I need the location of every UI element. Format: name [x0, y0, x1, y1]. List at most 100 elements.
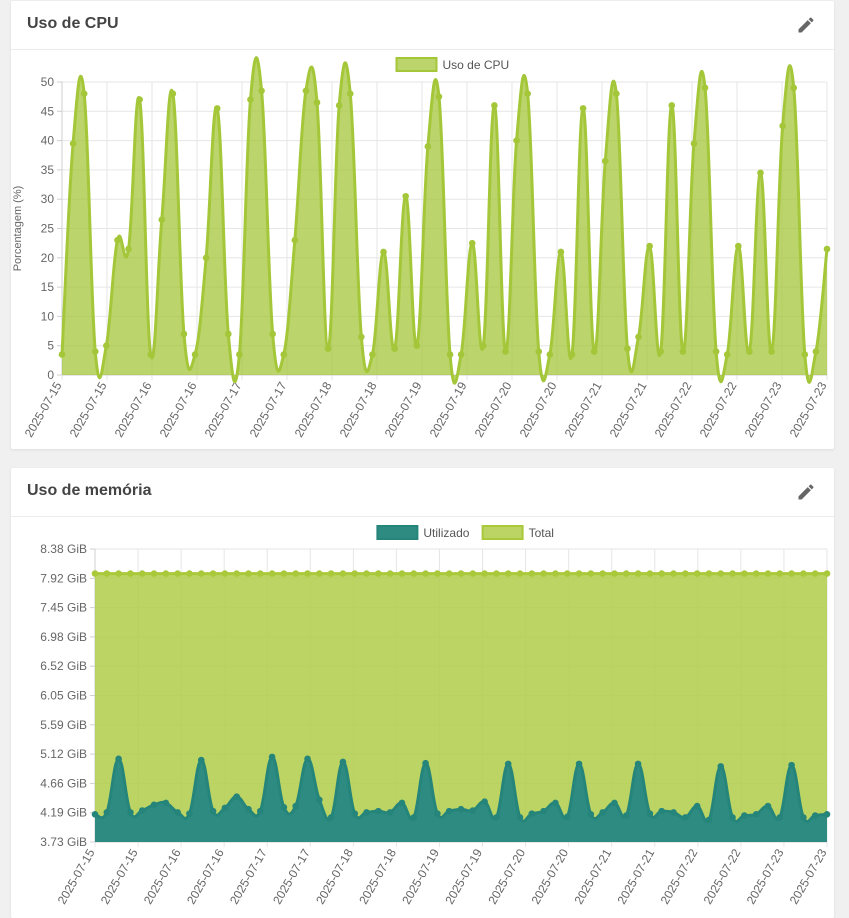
data-point — [502, 348, 509, 355]
data-point — [445, 807, 453, 815]
data-point — [103, 342, 110, 350]
data-point — [127, 570, 134, 577]
x-tick-label: 2025-07-21 — [562, 379, 605, 439]
legend-label: Utilizado — [423, 526, 469, 540]
data-point — [746, 348, 753, 355]
x-tick-label: 2025-07-20 — [517, 379, 560, 439]
data-point — [634, 760, 642, 768]
data-point — [469, 570, 477, 577]
x-tick-label: 2025-07-18 — [337, 379, 380, 439]
data-point — [304, 755, 311, 763]
data-point — [646, 810, 654, 817]
data-point — [180, 330, 188, 338]
data-point — [823, 810, 831, 818]
data-point — [601, 157, 609, 165]
y-tick-label: 10 — [41, 309, 55, 323]
data-point — [568, 351, 576, 358]
x-tick-label: 2025-07-22 — [697, 379, 740, 439]
data-point — [335, 102, 343, 109]
legend-label: Uso de CPU — [443, 58, 510, 72]
legend-swatch — [376, 525, 419, 540]
data-point — [292, 802, 300, 810]
x-tick-label: 2025-07-19 — [399, 846, 442, 906]
y-tick-label: 4.66 GiB — [40, 776, 87, 790]
y-tick-label: 7.92 GiB — [40, 571, 87, 585]
cpu-card-header: Uso de CPU — [11, 1, 834, 50]
data-point — [735, 242, 742, 250]
data-point — [800, 570, 807, 577]
data-point — [369, 351, 376, 358]
data-point — [269, 330, 276, 338]
data-point — [599, 809, 606, 816]
data-point — [701, 84, 709, 92]
x-tick-label: 2025-07-19 — [427, 379, 470, 439]
data-point — [114, 236, 121, 244]
x-tick-label: 2025-07-20 — [472, 379, 515, 439]
data-point — [587, 570, 595, 577]
data-point — [469, 807, 477, 814]
data-point — [69, 140, 77, 147]
memory-chart: Utilizado Total 3.73 GiB 4.19 GiB 4.66 GiB 5.… — [40, 525, 831, 907]
data-point — [268, 753, 276, 761]
data-point — [540, 807, 547, 815]
data-point — [197, 570, 205, 577]
data-point — [115, 755, 122, 763]
data-point — [546, 351, 554, 358]
memory-edit-button[interactable] — [794, 480, 818, 504]
data-point — [268, 570, 276, 577]
data-point — [658, 807, 666, 815]
x-tick-label: 2025-07-19 — [442, 846, 485, 906]
data-point — [741, 812, 748, 819]
data-point — [221, 570, 229, 577]
data-point — [339, 758, 347, 766]
data-point — [552, 799, 559, 807]
x-tick-label: 2025-07-15 — [98, 846, 141, 906]
data-point — [752, 810, 760, 818]
data-point — [679, 348, 687, 355]
y-tick-label: 25 — [41, 222, 55, 236]
data-point — [236, 351, 243, 358]
data-point — [516, 570, 524, 577]
data-point — [103, 809, 111, 816]
cpu-edit-button[interactable] — [794, 13, 818, 37]
data-point — [557, 248, 565, 256]
cpu-usage-card: Uso de CPU Uso de CPU 0 5 10 15 20 25 30 35 40 45 5… — [11, 1, 834, 449]
x-tick-label: 2025-07-23 — [742, 379, 785, 439]
y-tick-label: 6.05 GiB — [40, 689, 87, 703]
x-tick-label: 2025-07-17 — [202, 379, 245, 439]
pencil-icon — [798, 17, 814, 33]
data-point — [800, 814, 807, 821]
data-point — [233, 570, 240, 577]
data-point — [563, 570, 571, 577]
y-tick-label: 7.45 GiB — [40, 601, 87, 615]
data-point — [670, 570, 677, 577]
data-point — [516, 814, 524, 821]
data-point — [258, 87, 265, 95]
data-point — [233, 793, 240, 800]
data-point — [316, 570, 323, 577]
data-point — [363, 570, 370, 577]
data-point — [611, 570, 618, 577]
data-point — [221, 804, 229, 812]
y-tick-label: 5.59 GiB — [40, 718, 87, 732]
data-point — [811, 570, 819, 577]
data-point — [457, 351, 465, 358]
data-point — [398, 799, 406, 807]
data-point — [158, 216, 166, 224]
data-point — [611, 799, 618, 807]
chart-legend: Uso de CPU — [395, 57, 510, 72]
data-point — [247, 96, 254, 103]
data-point — [150, 570, 158, 577]
y-tick-label: 15 — [41, 280, 55, 294]
data-point — [480, 342, 487, 350]
data-point — [313, 99, 321, 106]
chart-legend: Utilizado Total — [376, 525, 554, 540]
legend-swatch — [395, 57, 438, 72]
data-point — [658, 570, 666, 577]
y-tick-label: 50 — [41, 75, 55, 89]
data-point — [622, 812, 630, 819]
data-point — [186, 570, 193, 577]
data-point — [327, 814, 335, 821]
data-point — [481, 798, 488, 805]
x-tick-label: 2025-07-16 — [184, 846, 227, 906]
